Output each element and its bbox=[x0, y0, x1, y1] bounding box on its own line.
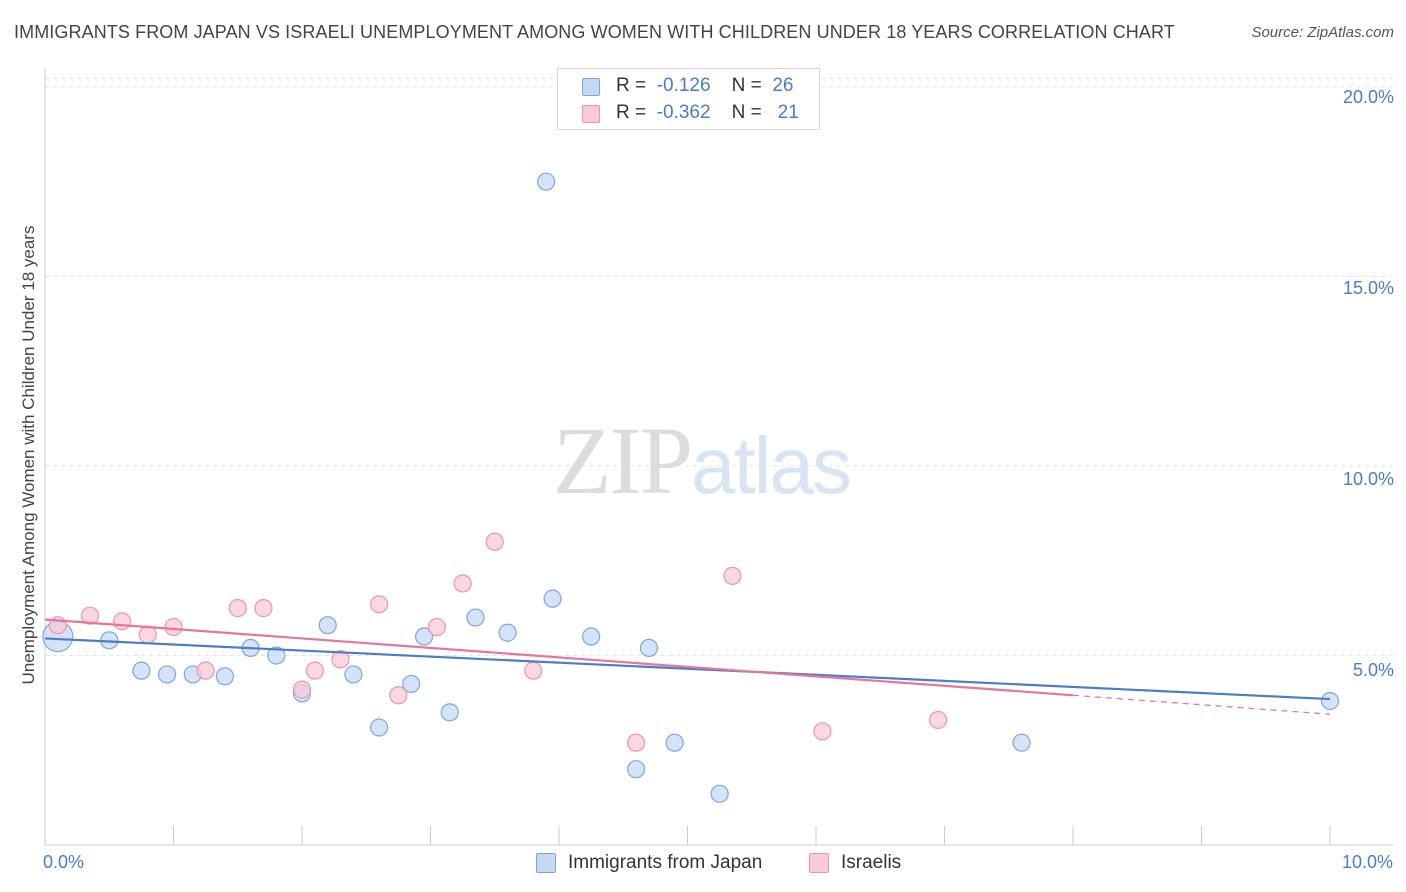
bottom-legend-label: Israelis bbox=[841, 852, 902, 873]
israelis-point bbox=[389, 686, 408, 705]
y-tick-label: 10.0% bbox=[1342, 469, 1394, 489]
israelis-point bbox=[813, 722, 832, 741]
legend-r-value: -0.362 bbox=[656, 102, 711, 123]
japan-point bbox=[215, 667, 234, 686]
japan-point bbox=[639, 638, 659, 658]
japan-point bbox=[157, 665, 177, 684]
legend-swatch-japan bbox=[582, 78, 600, 96]
correlation-legend: R = -0.126 N = 26 R = -0.362 N = 21 bbox=[557, 68, 820, 130]
israelis-point bbox=[254, 599, 273, 618]
x-tick-label: 0.0% bbox=[43, 852, 85, 872]
israelis-point bbox=[164, 617, 183, 637]
japan-point bbox=[318, 616, 337, 635]
legend-swatch-israelis bbox=[582, 105, 600, 123]
watermark-zip: ZIP bbox=[553, 407, 693, 514]
israelis-point bbox=[305, 661, 324, 680]
israelis-point bbox=[427, 617, 447, 637]
israelis-point bbox=[331, 650, 350, 669]
japan-point bbox=[440, 703, 459, 722]
legend-r-value: -0.126 bbox=[656, 75, 711, 96]
israelis-point bbox=[723, 566, 742, 585]
legend-n-label: N = bbox=[731, 102, 762, 123]
japan-point bbox=[537, 172, 556, 191]
japan-point bbox=[710, 784, 729, 803]
x-tick-label: 10.0% bbox=[1341, 852, 1393, 872]
japan-point bbox=[466, 608, 485, 627]
y-tick-label: 20.0% bbox=[1342, 87, 1394, 107]
japan-point bbox=[543, 589, 562, 608]
japan-point bbox=[1320, 691, 1340, 711]
israelis-point bbox=[370, 595, 389, 614]
legend-n-value: 21 bbox=[777, 102, 799, 123]
legend-n-label: N = bbox=[731, 75, 762, 96]
israelis-point bbox=[292, 680, 312, 699]
legend-r-label: R = bbox=[616, 75, 647, 96]
israelis-point bbox=[228, 599, 247, 618]
watermark: ZIPatlas bbox=[553, 405, 852, 516]
japan-trend-line bbox=[44, 637, 1331, 701]
israelis-point bbox=[112, 612, 132, 631]
japan-point bbox=[626, 760, 646, 779]
y-axis-label: Unemployment Among Women with Children U… bbox=[19, 225, 38, 685]
japan-point bbox=[498, 623, 517, 642]
bottom-legend-swatch-japan bbox=[536, 853, 556, 873]
israelis-point bbox=[485, 532, 504, 551]
japan-point bbox=[1012, 733, 1031, 752]
bottom-legend-swatch-israelis bbox=[809, 853, 829, 873]
japan-point bbox=[402, 674, 421, 694]
israelis-point bbox=[928, 710, 948, 730]
israelis-point bbox=[138, 625, 157, 644]
y-tick-label: 5.0% bbox=[1352, 660, 1394, 680]
israelis-point bbox=[626, 733, 646, 752]
y-tick-label: 15.0% bbox=[1342, 278, 1394, 298]
japan-point bbox=[582, 627, 601, 646]
japan-point bbox=[414, 627, 434, 646]
japan-point bbox=[132, 661, 151, 680]
israelis-trend-line bbox=[44, 618, 1074, 697]
japan-point bbox=[665, 733, 684, 752]
bottom-legend-label: Immigrants from Japan bbox=[568, 852, 763, 873]
israelis-trend-extension bbox=[1072, 694, 1331, 715]
israelis-point bbox=[80, 606, 100, 625]
japan-point bbox=[344, 665, 363, 684]
source-label: Source: ZipAtlas.com bbox=[1251, 24, 1394, 41]
japan-point bbox=[370, 718, 389, 737]
legend-n-value: 26 bbox=[772, 75, 794, 96]
israelis-point bbox=[453, 574, 472, 593]
israelis-point bbox=[524, 661, 543, 680]
japan-point bbox=[267, 646, 286, 665]
chart-title: IMMIGRANTS FROM JAPAN VS ISRAELI UNEMPLO… bbox=[14, 22, 1175, 42]
legend-r-label: R = bbox=[616, 102, 647, 123]
israelis-point bbox=[196, 661, 215, 680]
